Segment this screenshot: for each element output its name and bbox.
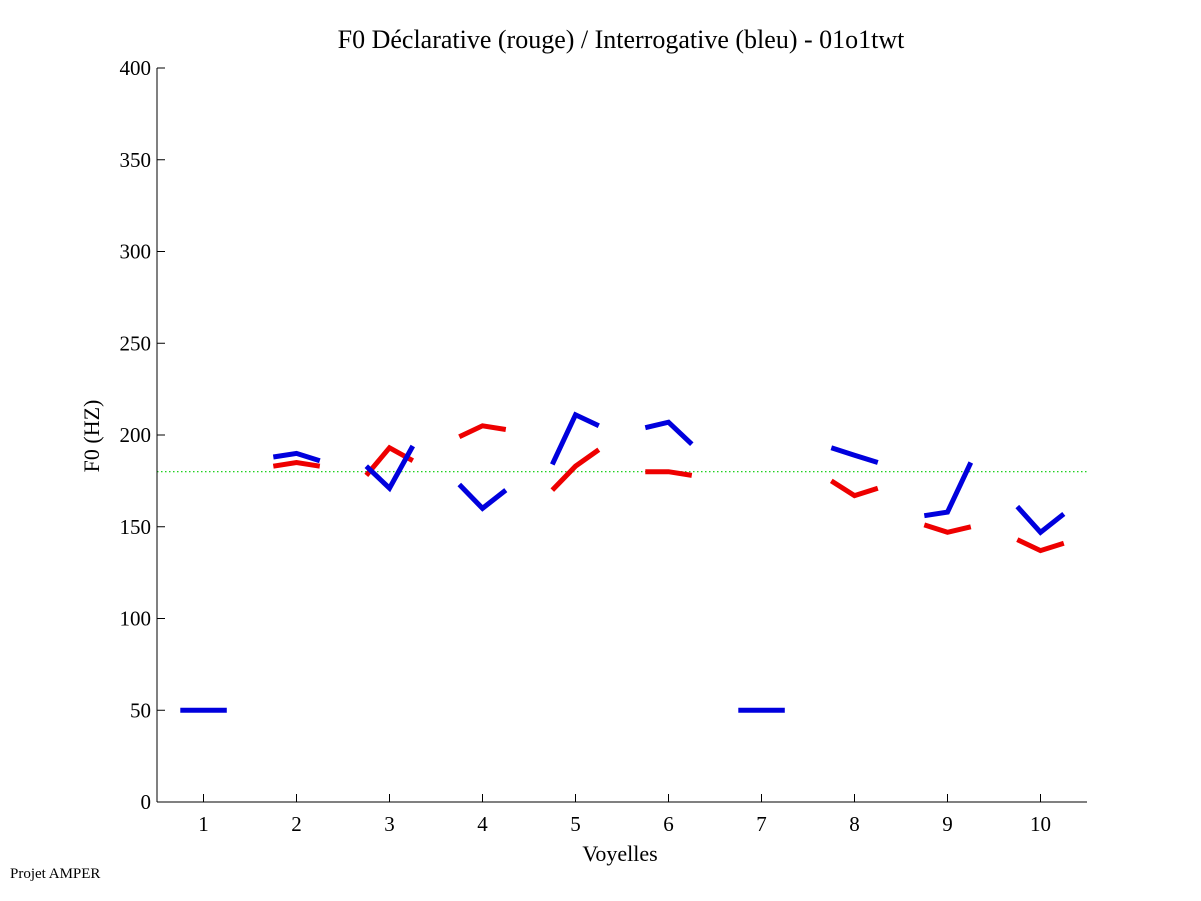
x-tick-label: 1 [198, 812, 209, 836]
f0-segment-vowel-6 [644, 419, 694, 447]
y-tick-label: 300 [120, 240, 152, 264]
x-tick-label: 9 [942, 812, 953, 836]
y-tick-label: 0 [141, 790, 152, 814]
y-tick-label: 150 [120, 515, 152, 539]
x-tick-label: 8 [849, 812, 860, 836]
y-tick-label: 100 [120, 607, 152, 631]
f0-segment-vowel-5 [550, 447, 601, 492]
f0-segment-vowel-6 [645, 469, 693, 478]
series-blue [180, 411, 1066, 713]
y-tick-label: 200 [120, 423, 152, 447]
x-tick-label: 10 [1030, 812, 1051, 836]
x-tick-label: 5 [570, 812, 581, 836]
f0-segment-vowel-9 [923, 461, 974, 519]
f0-segment-vowel-5 [550, 411, 600, 466]
x-tick-label: 6 [663, 812, 674, 836]
tick-labels-layer: 0 50 100 150 200 250 300 350 400 1 2 3 4 5 6 7 8 9 10 [120, 56, 1052, 836]
f0-segment-vowel-10 [1016, 537, 1065, 554]
y-tick-label: 350 [120, 148, 152, 172]
axes-layer [156, 67, 1087, 803]
x-tick-label: 7 [756, 812, 767, 836]
chart-title: F0 Déclarative (rouge) / Interrogative (… [338, 25, 906, 54]
y-tick-label: 50 [130, 698, 151, 722]
y-tick-label: 400 [120, 56, 152, 80]
x-tick-label: 3 [384, 812, 395, 836]
f0-segment-vowel-3 [364, 444, 415, 493]
x-axis-label: Voyelles [582, 841, 657, 866]
series-layer [180, 411, 1066, 713]
x-tick-label: 2 [291, 812, 302, 836]
f0-segment-vowel-10 [1015, 504, 1066, 536]
f0-segment-vowel-9 [923, 522, 972, 535]
f0-segment-vowel-4 [457, 482, 508, 512]
x-tick-label: 4 [477, 812, 488, 836]
f0-segment-vowel-2 [272, 459, 321, 469]
footer-credit: Projet AMPER [10, 866, 100, 882]
f0-segment-vowel-8 [830, 445, 879, 465]
y-tick-label: 250 [120, 331, 152, 355]
f0-segment-vowel-8 [829, 478, 879, 499]
y-axis-label: F0 (HZ) [79, 400, 104, 473]
f0-segment-vowel-4 [458, 423, 507, 440]
f0-segment-vowel-2 [272, 450, 321, 464]
